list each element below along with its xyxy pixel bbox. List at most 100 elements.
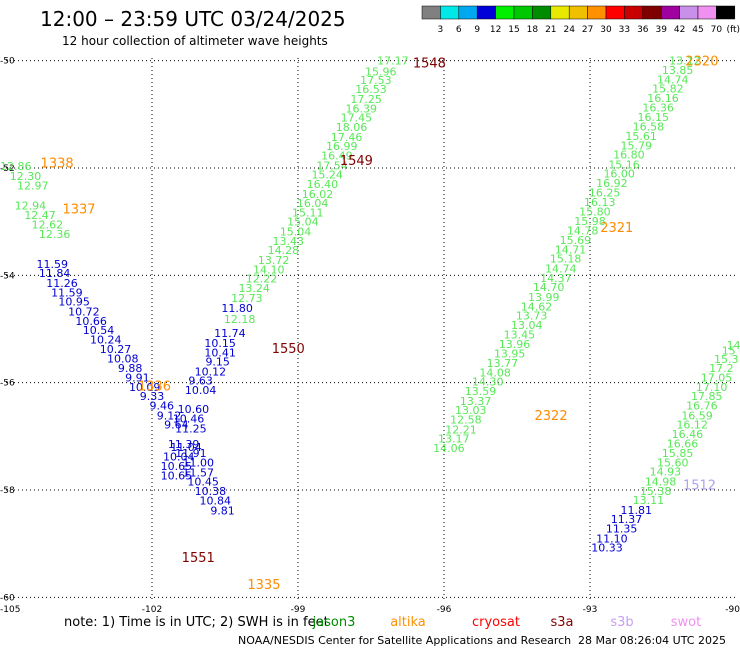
footer-timestamp: 28 Mar 08:26:04 UTC 2025 — [578, 634, 726, 647]
data-point-label: 14 — [727, 339, 740, 352]
data-point-label: 18.06 — [336, 121, 368, 134]
y-tick-label: -60 — [0, 593, 15, 603]
legend-bin-label: 15 — [508, 25, 519, 35]
data-point-label: 12.30 — [10, 170, 42, 183]
data-point-label: 9.81 — [210, 504, 235, 517]
data-point-label: 12.73 — [231, 292, 263, 305]
grid — [6, 58, 736, 600]
legend-swatch — [421, 5, 441, 20]
data-point-label: 9.46 — [149, 400, 174, 413]
data-point-label: 10.46 — [173, 413, 205, 426]
data-point-label: 10.08 — [107, 353, 139, 366]
data-point-label: 16.59 — [681, 409, 713, 422]
legend-swatch — [458, 5, 478, 20]
data-point-label: 11.59 — [36, 258, 68, 271]
legend-bin-label: 70 — [711, 25, 723, 35]
data-point-label: 16.80 — [613, 149, 645, 162]
legend-swatch — [642, 5, 662, 20]
pass-label: 1548 — [413, 56, 446, 71]
pass-label: 1338 — [41, 157, 74, 172]
data-point-label: 12.58 — [450, 414, 482, 427]
legend-bin-label: 21 — [545, 25, 556, 35]
x-tick-label: -90 — [725, 605, 740, 615]
legend-swatch — [679, 5, 699, 20]
data-point-label: 17.85 — [691, 390, 723, 403]
data-point-label: 13.99 — [528, 291, 560, 304]
legend-bin-label: 27 — [582, 25, 593, 35]
footer-note: note: 1) Time is in UTC; 2) SWH is in fe… — [64, 615, 329, 630]
data-point-label: 14.62 — [521, 300, 553, 313]
data-point-label: 10.04 — [163, 451, 195, 464]
legend-swatch — [660, 5, 680, 20]
data-point-label: 16.76 — [686, 400, 718, 413]
pass-labels: 1548 1549 1550 1551 1338 1337 1336 1335 2320 2321… — [41, 55, 719, 593]
data-point-label: 16.25 — [589, 187, 621, 200]
data-point-label: 15.38 — [640, 485, 672, 498]
data-point-label: 11.35 — [606, 523, 638, 536]
data-point-label: 14.78 — [567, 224, 599, 237]
data-point-label: 12.47 — [24, 209, 56, 222]
data-point-label: 13.73 — [516, 310, 548, 323]
data-point-label: 14.98 — [645, 475, 677, 488]
data-point-label: 10.09 — [129, 381, 161, 394]
data-point-label: 15.69 — [560, 234, 592, 247]
data-point-label: 11.39 — [168, 438, 200, 451]
y-tick-label: -56 — [0, 379, 15, 389]
y-tick-label: -58 — [0, 486, 15, 496]
data-point-label: 14.74 — [545, 262, 577, 275]
pass-label: 1335 — [247, 578, 280, 593]
data-point-label: 10.95 — [58, 296, 90, 309]
data-point-label: 10.41 — [204, 347, 236, 360]
data-point-label: 12.97 — [17, 180, 49, 193]
data-point-label: 9.12 — [157, 409, 182, 422]
data-point-label: 12.21 — [445, 423, 477, 436]
data-point-label: 14.37 — [540, 272, 572, 285]
legend-bin-label: 36 — [637, 25, 649, 35]
data-point-label: 14.74 — [657, 73, 689, 86]
pass-label: 1551 — [182, 551, 215, 566]
data-point-label: 16.99 — [326, 140, 358, 153]
x-tick-label: -105 — [0, 605, 20, 615]
satellite-name-s3b: s3b — [610, 615, 633, 630]
data-point-label: 13.37 — [460, 395, 492, 408]
data-point-label: 16.40 — [307, 178, 339, 191]
data-point-label: 10.33 — [591, 541, 623, 554]
data-point-label: 15.85 — [662, 447, 694, 460]
data-point-label: 13.96 — [499, 338, 531, 351]
data-point-label: 12.22 — [246, 273, 278, 286]
data-point-label: 11.59 — [51, 287, 83, 300]
data-point-label: 10.60 — [178, 403, 210, 416]
y-tick-label: -50 — [0, 57, 15, 67]
data-point-label: 10.65 — [161, 460, 193, 473]
legend-swatch — [624, 5, 644, 20]
data-point-label: 16.66 — [667, 437, 699, 450]
data-point-label: 17.05 — [701, 371, 733, 384]
pass-label: 2322 — [535, 409, 568, 424]
data-point-label: 14.28 — [268, 244, 300, 257]
data-point-label: 15.82 — [652, 83, 684, 96]
data-point-label: 10.38 — [195, 485, 227, 498]
series-2320: 13.1213.8514.7415.8216.1616.3616.1516.58… — [433, 55, 701, 455]
data-point-label: 10.54 — [83, 324, 115, 337]
data-point-label: 10.04 — [185, 384, 217, 397]
data-point-label: 14.30 — [472, 376, 504, 389]
data-point-label: 17.25 — [350, 93, 382, 106]
data-point-label: 9.64 — [164, 419, 189, 432]
data-point-label: 14.10 — [253, 263, 285, 276]
data-point-label: 10.84 — [200, 495, 232, 508]
data-point-label: 16.12 — [676, 419, 708, 432]
data-point-label: 13.59 — [465, 385, 497, 398]
legend-swatch — [716, 5, 736, 20]
data-point-label: 15.04 — [280, 225, 312, 238]
legend-bin-label: 45 — [692, 25, 703, 35]
axes: -50 -52 -54 -56 -58 -60 -105 -102 -99 -96 -93 -90 — [0, 57, 740, 615]
data-point-label: 9.88 — [118, 362, 143, 375]
data-point-label: 16.36 — [642, 101, 674, 114]
data-point-label: 13.72 — [258, 254, 290, 267]
data-point-label: 11.00 — [182, 457, 214, 470]
data-point-label: 17.17 — [377, 55, 409, 68]
data-point-label: 15.79 — [620, 139, 652, 152]
data-point-label: 9.33 — [140, 390, 165, 403]
